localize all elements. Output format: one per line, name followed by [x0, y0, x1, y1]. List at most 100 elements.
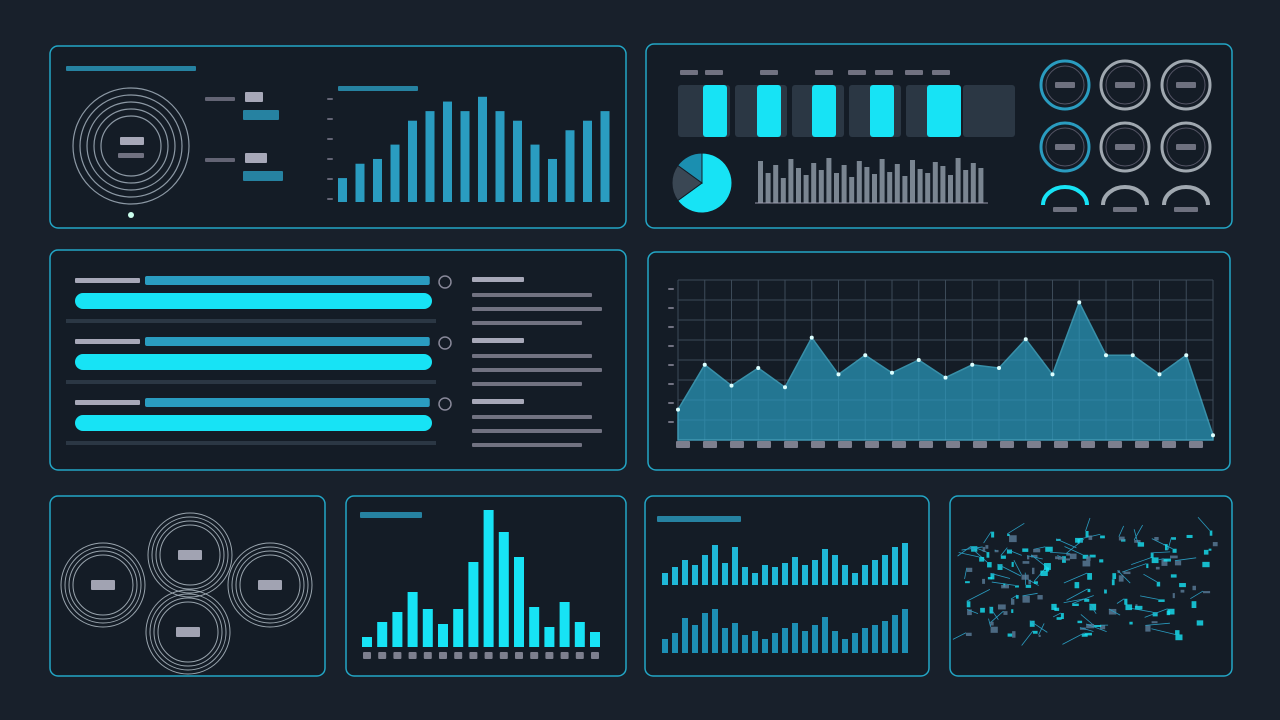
bar [682, 560, 688, 585]
node [1058, 556, 1064, 560]
node [1156, 581, 1161, 587]
node [1074, 582, 1080, 589]
node [966, 601, 971, 608]
link [1103, 589, 1106, 591]
node [1203, 549, 1209, 555]
link [989, 606, 999, 620]
node [965, 632, 972, 636]
node [1089, 554, 1096, 558]
label-placeholder [1162, 441, 1176, 448]
mini-bar [925, 173, 931, 203]
mini-bar [818, 170, 824, 203]
bar [832, 555, 838, 585]
label-placeholder [892, 441, 906, 448]
node [1043, 563, 1051, 570]
mini-bar [887, 172, 893, 203]
node [1146, 563, 1149, 569]
link [1065, 538, 1085, 554]
label-placeholder [591, 652, 599, 659]
tile [757, 85, 781, 137]
mini-bar [932, 162, 938, 203]
label-placeholder [245, 153, 267, 163]
node [1208, 548, 1212, 551]
bar [530, 144, 540, 202]
point [1104, 353, 1108, 358]
label-placeholder [75, 339, 140, 344]
node [990, 626, 998, 633]
label-placeholder [575, 652, 584, 659]
node [1179, 583, 1186, 588]
label-placeholder [1000, 441, 1014, 448]
bar [453, 609, 464, 647]
label-placeholder [472, 368, 602, 372]
tile [927, 85, 961, 137]
label-placeholder [811, 441, 825, 448]
label-placeholder [946, 441, 960, 448]
node [967, 609, 972, 616]
label-placeholder [327, 158, 333, 160]
label-placeholder [454, 652, 463, 659]
link [1033, 546, 1046, 550]
bar [852, 573, 858, 585]
half-gauge [1101, 185, 1149, 206]
node [1033, 548, 1041, 553]
node [1089, 603, 1097, 611]
mini-bar [826, 158, 832, 203]
bar [782, 628, 788, 653]
label-placeholder [657, 516, 741, 522]
link [1038, 623, 1045, 636]
bar [513, 120, 522, 202]
gauge-inner [1166, 127, 1206, 167]
label-placeholder [327, 178, 333, 180]
area [677, 300, 1214, 441]
half-gauge [1041, 185, 1089, 206]
progress-track [66, 319, 436, 323]
label-placeholder [338, 86, 418, 91]
node [1025, 584, 1032, 588]
label-placeholder [1115, 144, 1135, 150]
node [1085, 530, 1089, 538]
ring [153, 597, 223, 667]
link [1049, 551, 1070, 555]
label-placeholder [499, 652, 508, 659]
link [1026, 555, 1043, 560]
label-placeholder [1081, 441, 1095, 448]
gauge [1039, 59, 1091, 111]
node [1093, 625, 1102, 628]
link [988, 618, 991, 627]
link [1080, 614, 1094, 626]
label-placeholder [205, 97, 235, 101]
node [1171, 537, 1176, 540]
mini-bar [780, 178, 786, 203]
bar [408, 120, 417, 202]
point [997, 366, 1001, 370]
node [1012, 631, 1016, 638]
bar [392, 612, 403, 647]
node [1163, 558, 1171, 562]
link [1145, 622, 1170, 626]
label-placeholder [205, 158, 235, 162]
ring [227, 542, 313, 628]
gauge [1039, 121, 1091, 173]
label-placeholder [668, 383, 674, 385]
ring [60, 542, 146, 628]
gauge [1160, 59, 1212, 111]
label-placeholder [560, 652, 569, 659]
gauge [1099, 59, 1151, 111]
bar [692, 625, 698, 653]
node [1055, 556, 1059, 560]
label-placeholder [245, 92, 263, 102]
bar [732, 623, 738, 653]
node [1086, 623, 1095, 629]
bar [742, 567, 748, 585]
node [1209, 530, 1213, 536]
label-placeholder [1113, 207, 1137, 212]
point [1157, 372, 1162, 377]
bar [732, 547, 738, 585]
label-placeholder [393, 652, 402, 659]
point [1211, 433, 1215, 438]
label-placeholder [327, 138, 333, 140]
node [1151, 557, 1159, 564]
label-placeholder [784, 441, 798, 448]
node [1100, 535, 1105, 539]
